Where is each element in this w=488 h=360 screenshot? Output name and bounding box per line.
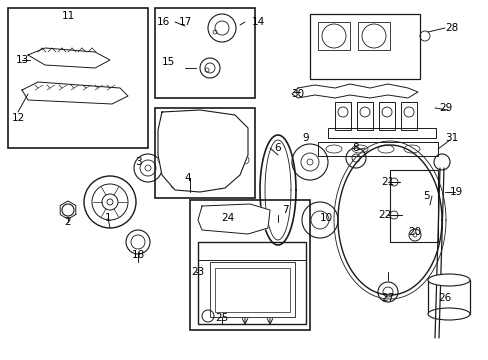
- Text: 9: 9: [302, 133, 309, 143]
- Bar: [356, 102, 372, 130]
- Bar: [317, 142, 437, 156]
- Text: 11: 11: [61, 11, 75, 21]
- Text: 29: 29: [439, 103, 452, 113]
- Text: 4: 4: [184, 173, 191, 183]
- Bar: [400, 102, 416, 130]
- Text: 8: 8: [352, 143, 359, 153]
- Text: 16: 16: [156, 17, 169, 27]
- Text: 21: 21: [381, 177, 394, 187]
- Bar: [8, 8, 148, 148]
- Text: 22: 22: [378, 210, 391, 220]
- Bar: [198, 242, 305, 324]
- Bar: [327, 128, 435, 138]
- Ellipse shape: [427, 274, 469, 286]
- Ellipse shape: [377, 145, 393, 153]
- Text: 28: 28: [445, 23, 458, 33]
- Text: 10: 10: [319, 213, 332, 223]
- Text: 17: 17: [178, 17, 191, 27]
- Text: 1: 1: [104, 213, 111, 223]
- Text: 31: 31: [445, 133, 458, 143]
- Bar: [378, 102, 394, 130]
- Text: 13: 13: [15, 55, 29, 65]
- Polygon shape: [291, 84, 417, 98]
- Text: 24: 24: [221, 213, 234, 223]
- Text: 27: 27: [381, 293, 394, 303]
- Bar: [190, 200, 309, 330]
- Ellipse shape: [351, 145, 367, 153]
- Text: 7: 7: [281, 205, 288, 215]
- Text: 19: 19: [448, 187, 462, 197]
- Text: 15: 15: [161, 57, 174, 67]
- Text: 18: 18: [131, 250, 144, 260]
- Bar: [427, 280, 469, 314]
- Text: 20: 20: [407, 227, 421, 237]
- Bar: [155, 108, 254, 198]
- Text: 26: 26: [437, 293, 451, 303]
- Text: 2: 2: [64, 217, 71, 227]
- Bar: [209, 262, 294, 317]
- Ellipse shape: [427, 308, 469, 320]
- Bar: [317, 22, 349, 50]
- Text: 12: 12: [11, 113, 24, 123]
- Text: 6: 6: [274, 143, 281, 153]
- Polygon shape: [28, 48, 110, 68]
- Bar: [215, 268, 289, 312]
- Bar: [155, 8, 254, 98]
- Ellipse shape: [403, 145, 419, 153]
- Text: 23: 23: [191, 267, 204, 277]
- Polygon shape: [198, 204, 269, 234]
- Bar: [334, 102, 350, 130]
- Ellipse shape: [325, 145, 341, 153]
- Text: 30: 30: [291, 89, 304, 99]
- Polygon shape: [158, 110, 247, 192]
- Bar: [198, 242, 305, 260]
- Bar: [357, 22, 389, 50]
- Text: 14: 14: [251, 17, 264, 27]
- Bar: [309, 14, 419, 79]
- Text: 5: 5: [422, 191, 428, 201]
- Text: 25: 25: [215, 313, 228, 323]
- Polygon shape: [22, 82, 128, 104]
- Bar: [389, 170, 437, 242]
- Text: 3: 3: [134, 157, 141, 167]
